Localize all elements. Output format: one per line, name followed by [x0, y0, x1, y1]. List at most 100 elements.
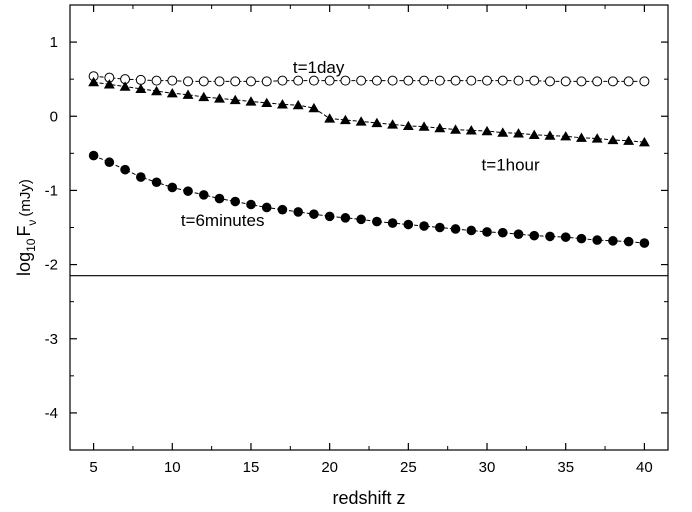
- open-circle-point: [371, 75, 382, 86]
- filled-circle-point: [136, 172, 146, 182]
- filled-triangle-point: [402, 120, 414, 131]
- filled-triangle-point: [88, 76, 100, 87]
- open-circle-point: [308, 75, 319, 86]
- y-axis-label-F: F: [14, 226, 34, 237]
- filled-triangle-point: [623, 135, 635, 145]
- open-circle-point: [387, 75, 398, 86]
- series-1-line: [93, 81, 645, 143]
- filled-circle-point: [623, 236, 634, 247]
- y-axis-label-unit: (mJy): [17, 179, 34, 217]
- open-circle-point: [576, 76, 587, 87]
- filled-triangle-point: [324, 113, 336, 123]
- filled-triangle-point: [387, 119, 399, 129]
- open-circle-point: [419, 75, 430, 86]
- filled-circle-point: [167, 182, 178, 193]
- filled-triangle-point: [591, 133, 603, 143]
- filled-triangle-point: [103, 79, 115, 89]
- y-tick-label: 1: [50, 34, 58, 51]
- filled-triangle-point: [528, 129, 540, 139]
- open-circle-point: [245, 76, 256, 87]
- filled-circle-point: [608, 236, 618, 246]
- open-circle-point: [450, 75, 461, 86]
- filled-circle-point: [230, 196, 241, 207]
- filled-circle-point: [104, 157, 115, 168]
- filled-circle-point: [450, 224, 461, 234]
- filled-circle-point: [482, 227, 492, 237]
- filled-circle-point: [435, 222, 445, 233]
- filled-circle-point: [419, 221, 429, 231]
- filled-circle-point: [277, 204, 288, 215]
- filled-circle-point: [497, 227, 508, 238]
- annotation-label: t=6minutes: [181, 211, 265, 230]
- open-circle-point: [261, 76, 272, 87]
- open-circle-point: [214, 76, 225, 87]
- filled-circle-point: [324, 211, 335, 222]
- open-circle-point: [497, 75, 508, 86]
- filled-triangle-point: [308, 102, 320, 113]
- filled-circle-point: [214, 193, 225, 204]
- filled-triangle-point: [544, 130, 556, 140]
- series-layer: [88, 71, 650, 248]
- filled-circle-point: [529, 230, 540, 241]
- open-circle-point: [135, 74, 146, 85]
- open-circle-point: [324, 75, 335, 86]
- filled-triangle-point: [465, 125, 477, 135]
- open-circle-point: [639, 76, 650, 87]
- open-circle-point: [560, 76, 571, 87]
- open-circle-point: [513, 75, 524, 86]
- open-circle-point: [151, 75, 162, 86]
- filled-triangle-point: [450, 124, 462, 134]
- filled-circle-point: [545, 231, 555, 242]
- series-2-line: [93, 155, 645, 244]
- filled-circle-point: [198, 190, 209, 200]
- open-circle-point: [482, 75, 493, 86]
- filled-triangle-point: [166, 88, 178, 98]
- x-tick-label: 30: [479, 459, 496, 476]
- filled-triangle-point: [151, 85, 163, 96]
- filled-circle-point: [88, 150, 99, 161]
- open-circle-point: [623, 76, 634, 87]
- filled-triangle-point: [198, 91, 210, 102]
- open-circle-point: [277, 75, 288, 86]
- filled-circle-point: [120, 164, 130, 175]
- open-circle-point: [230, 76, 241, 87]
- open-circle-point: [403, 75, 414, 86]
- filled-triangle-point: [355, 116, 367, 126]
- filled-circle-point: [261, 202, 272, 213]
- filled-circle-point: [356, 214, 366, 225]
- open-circle-point: [434, 75, 445, 86]
- x-tick-label: 15: [243, 459, 260, 476]
- y-axis-label-log: log: [14, 252, 34, 276]
- open-circle-point: [607, 76, 618, 87]
- filled-triangle-point: [261, 97, 273, 108]
- y-axis-label-sub10: 10: [24, 238, 38, 252]
- filled-circle-point: [340, 213, 351, 223]
- filled-triangle-point: [575, 132, 587, 142]
- filled-circle-point: [372, 216, 382, 227]
- open-circle-point: [529, 75, 540, 86]
- filled-circle-point: [246, 199, 256, 210]
- x-axis-label: redshift z: [332, 488, 405, 508]
- filled-triangle-point: [418, 121, 430, 131]
- y-tick-label: -2: [45, 257, 58, 274]
- filled-triangle-point: [497, 127, 509, 137]
- open-circle-point: [293, 75, 304, 86]
- filled-circle-point: [403, 219, 414, 230]
- filled-triangle-point: [371, 117, 383, 128]
- filled-triangle-point: [560, 131, 572, 141]
- filled-triangle-point: [292, 99, 304, 110]
- filled-circle-point: [309, 209, 319, 219]
- filled-triangle-point: [276, 99, 288, 109]
- filled-triangle-point: [607, 134, 619, 145]
- x-tick-label: 35: [557, 459, 574, 476]
- annotation-label: t=1day: [293, 58, 345, 77]
- filled-triangle-point: [434, 122, 446, 133]
- filled-circle-point: [466, 225, 477, 236]
- filled-triangle-point: [119, 81, 131, 91]
- annotations: t=1day t=1hour t=6minutes: [181, 58, 540, 230]
- filled-circle-point: [639, 238, 650, 248]
- open-circle-point: [198, 76, 209, 87]
- filled-circle-point: [592, 235, 602, 245]
- filled-circle-point: [513, 229, 524, 239]
- filled-triangle-point: [339, 114, 351, 125]
